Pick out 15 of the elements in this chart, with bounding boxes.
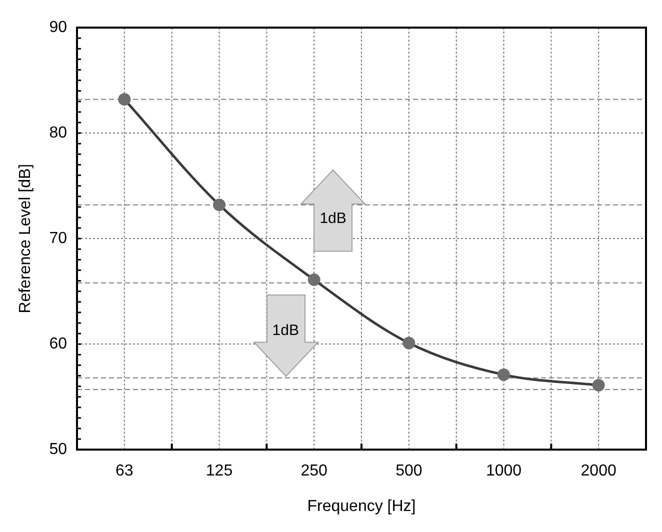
x-tick-label: 1000 [486,462,522,480]
x-tick-label: 250 [300,462,328,480]
y-tick-label: 60 [49,336,68,353]
y-tick-label: 50 [49,441,68,458]
annotation: 1dB [318,210,348,227]
y-tick-label: 90 [49,19,68,36]
x-tick-label: 2000 [580,462,616,480]
x-tick-label: 500 [396,462,422,480]
annotation: 1dB [271,322,300,340]
y-tick-label: 80 [49,124,68,142]
x-tick-label: 63 [116,462,134,480]
x-tick-label: 125 [206,462,233,480]
x-axis-title: Frequency [Hz] [307,498,416,515]
y-tick-label: 70 [49,230,68,248]
y-axis-title: Reference Level [dB] [17,164,34,314]
